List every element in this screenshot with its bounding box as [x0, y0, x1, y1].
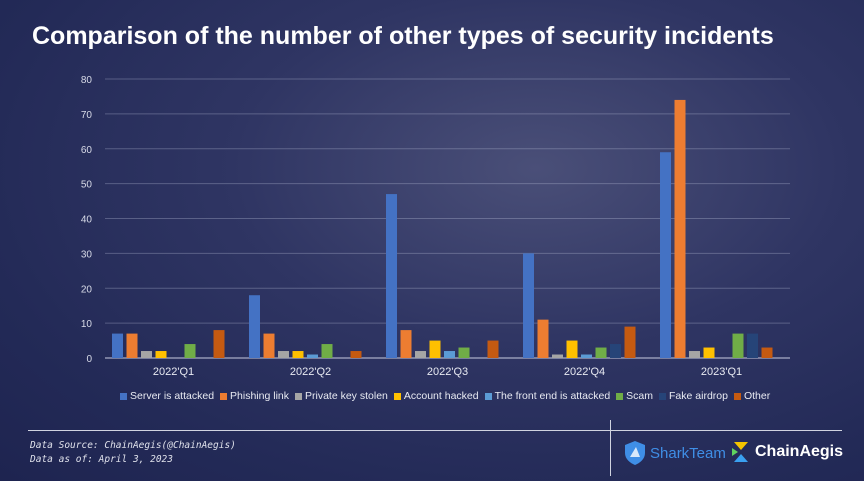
- bar-account-hacked: [155, 351, 167, 358]
- legend-item: The front end is attacked: [484, 390, 611, 402]
- bar-phishing-link: [400, 330, 412, 358]
- bar-phishing-link: [537, 319, 549, 358]
- bar-other: [213, 330, 225, 358]
- bar-fake-airdrop: [747, 333, 758, 358]
- bar-server-is-attacked: [660, 152, 671, 358]
- bar-scam: [595, 347, 607, 358]
- bar-phishing-link: [674, 99, 686, 359]
- chainaegis-logo: ChainAegis: [732, 440, 843, 464]
- bar-the-front-end-is-attacked: [581, 354, 592, 358]
- bar-private-key-stolen: [415, 351, 426, 358]
- bar-the-front-end-is-attacked: [444, 351, 455, 358]
- y-tick-label: 50: [81, 180, 93, 191]
- chart-title: Comparison of the number of other types …: [32, 22, 774, 50]
- logo-divider: [610, 420, 611, 476]
- legend-label: Fake airdrop: [669, 390, 728, 402]
- y-tick-label: 70: [81, 110, 93, 121]
- bar-other: [624, 326, 636, 358]
- bar-server-is-attacked: [249, 295, 260, 358]
- data-source: Data Source: ChainAegis(@ChainAegis): [30, 440, 236, 451]
- bar-scam: [732, 333, 744, 358]
- x-tick-label: 2023'Q1: [701, 366, 742, 378]
- x-tick-label: 2022'Q1: [153, 366, 194, 378]
- legend-swatch: [120, 392, 127, 400]
- legend-item: Server is attacked: [120, 390, 214, 402]
- bar-scam: [458, 347, 470, 358]
- legend-swatch: [733, 392, 741, 400]
- sharkteam-logo: SharkTeam: [624, 440, 726, 466]
- legend-label: Private key stolen: [305, 390, 388, 402]
- legend-item: Scam: [616, 390, 653, 402]
- legend-swatch: [393, 392, 401, 400]
- bar-phishing-link: [263, 333, 275, 358]
- bar-fake-airdrop: [610, 344, 621, 358]
- y-tick-label: 10: [81, 319, 93, 330]
- y-tick-label: 80: [81, 75, 93, 86]
- bar-other: [487, 340, 499, 358]
- legend-swatch: [616, 392, 624, 400]
- y-tick-label: 30: [81, 249, 93, 260]
- bar-server-is-attacked: [112, 333, 123, 358]
- bar-phishing-link: [126, 333, 138, 358]
- sharkteam-label: SharkTeam: [650, 444, 726, 462]
- legend-swatch: [295, 392, 302, 400]
- legend-item: Account hacked: [393, 390, 479, 402]
- legend-label: Account hacked: [403, 390, 479, 402]
- legend-swatch: [220, 392, 228, 400]
- legend-swatch: [659, 392, 667, 400]
- bar-scam: [184, 344, 196, 358]
- legend-item: Private key stolen: [295, 390, 388, 402]
- x-tick-label: 2022'Q2: [290, 366, 331, 378]
- bar-private-key-stolen: [278, 351, 289, 358]
- legend-label: Server is attacked: [130, 390, 215, 402]
- x-tick-label: 2022'Q4: [564, 366, 605, 378]
- y-tick-label: 0: [86, 354, 92, 365]
- bar-account-hacked: [566, 340, 578, 358]
- legend-swatch: [484, 392, 492, 400]
- chainaegis-label: ChainAegis: [755, 443, 844, 460]
- bar-server-is-attacked: [523, 253, 534, 358]
- legend-label: Other: [743, 390, 771, 402]
- y-tick-label: 20: [81, 284, 93, 295]
- y-tick-label: 40: [81, 215, 93, 226]
- bar-private-key-stolen: [689, 351, 700, 358]
- bar-the-front-end-is-attacked: [307, 354, 318, 358]
- bar-account-hacked: [292, 351, 304, 358]
- legend-item: Fake airdrop: [659, 390, 728, 402]
- bar-account-hacked: [703, 347, 715, 358]
- legend-label: The front end is attacked: [494, 390, 611, 402]
- bar-other: [350, 351, 362, 358]
- legend-item: Other: [733, 390, 771, 402]
- bar-private-key-stolen: [552, 354, 563, 358]
- bar-private-key-stolen: [141, 351, 152, 358]
- x-tick-label: 2022'Q3: [427, 366, 468, 378]
- chainaegis-icon: [732, 442, 748, 462]
- legend-label: Scam: [626, 390, 654, 402]
- bar-other: [761, 347, 773, 358]
- legend: Server is attacked Phishing link Private k…: [120, 390, 770, 402]
- y-tick-label: 60: [81, 145, 93, 156]
- footer-divider: [28, 430, 842, 431]
- bar-scam: [321, 344, 333, 358]
- bar-server-is-attacked: [386, 194, 397, 358]
- legend-label: Phishing link: [230, 390, 289, 402]
- legend-item: Phishing link: [220, 390, 289, 402]
- data-date: Data as of: April 3, 2023: [30, 454, 173, 465]
- shield-icon: [625, 441, 645, 465]
- bar-account-hacked: [429, 340, 441, 358]
